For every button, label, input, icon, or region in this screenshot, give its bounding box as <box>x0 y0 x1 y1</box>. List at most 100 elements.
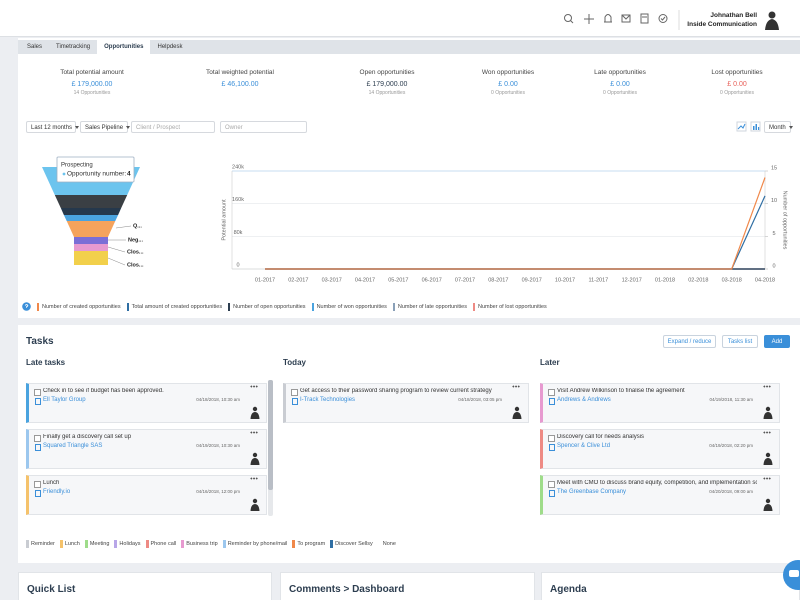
funnel-segment[interactable] <box>60 208 122 215</box>
user-block: Johnathan Bell Inside Communication <box>640 11 757 29</box>
task-menu[interactable] <box>250 477 258 480</box>
task-date: 04/19/2018, 10:30 am <box>196 443 240 448</box>
funnel-segment[interactable] <box>74 244 108 251</box>
client-input[interactable]: Client / Prospect <box>131 121 215 133</box>
task-legend: Reminder Lunch Meeting Holidays Phone call Bu… <box>26 540 396 548</box>
legend-item[interactable]: To program <box>292 540 325 548</box>
y-tick-label: 160k <box>232 197 244 203</box>
task-company[interactable]: Friendly.io <box>43 489 71 495</box>
add-icon[interactable] <box>584 14 594 24</box>
x-tick-label: 04-2018 <box>755 277 775 283</box>
funnel-segment[interactable] <box>74 251 108 265</box>
user-name[interactable]: Johnathan Bell <box>710 12 757 19</box>
owner-input[interactable]: Owner <box>220 121 307 133</box>
mail-icon[interactable] <box>621 14 631 23</box>
legend-item[interactable]: Meeting <box>84 540 109 548</box>
task-card[interactable]: Finally get a discovery call set up Squar… <box>26 429 267 469</box>
legend-item[interactable]: Discover Sellsy <box>330 540 373 548</box>
funnel-segment[interactable] <box>54 195 128 208</box>
legend-item[interactable]: Lunch <box>59 540 80 548</box>
legend-item[interactable]: Business trip <box>181 540 218 548</box>
task-checkbox[interactable] <box>34 389 41 396</box>
interval-filter[interactable]: Month <box>764 121 793 133</box>
tab[interactable]: Opportunities <box>97 40 151 54</box>
task-checkbox[interactable] <box>34 435 41 442</box>
line-chart-button[interactable] <box>736 121 747 132</box>
company-icon <box>35 490 41 497</box>
task-button[interactable]: Expand / reduce <box>663 335 716 348</box>
bar-chart-button[interactable] <box>750 121 761 132</box>
funnel: Prospecting Opportunity number: 4 <box>42 156 140 266</box>
task-card[interactable]: Discovery call for needs analysis Spencer… <box>540 429 780 469</box>
legend-item[interactable]: None <box>377 540 396 548</box>
task-company[interactable]: Squared Triangle SAS <box>43 443 103 449</box>
task-company[interactable]: Ell Taylor Group <box>43 397 86 403</box>
task-menu[interactable] <box>763 431 771 434</box>
tooltip-marker <box>62 172 66 176</box>
task-checkbox[interactable] <box>548 481 555 488</box>
legend-item[interactable]: Holidays <box>114 540 141 548</box>
funnel-segment[interactable] <box>66 221 116 237</box>
legend-item[interactable]: Number of lost opportunities <box>472 302 547 311</box>
task-menu[interactable] <box>250 385 258 388</box>
check-icon[interactable] <box>658 14 668 23</box>
kpi: Late opportunities £ 0.00 0 Opportunities <box>560 68 680 97</box>
period-filter[interactable]: Last 12 months <box>26 121 80 133</box>
task-menu[interactable] <box>763 385 771 388</box>
task-checkbox[interactable] <box>548 389 555 396</box>
legend-item[interactable]: Number of open opportunities <box>228 302 306 311</box>
legend-text: Discover Sellsy <box>335 541 373 547</box>
task-button[interactable]: Add <box>764 335 790 348</box>
kpi-sub: 0 Opportunities <box>491 90 525 96</box>
legend-item[interactable]: Phone call <box>145 540 176 548</box>
task-checkbox[interactable] <box>548 435 555 442</box>
task-company[interactable]: I-Track Technologies <box>300 397 356 403</box>
legend-item[interactable]: Number of late opportunities <box>392 302 467 311</box>
calculator-icon[interactable] <box>640 13 649 24</box>
task-company[interactable]: The Greenbase Company <box>557 489 627 495</box>
notification-icon[interactable] <box>604 14 612 23</box>
y-tick-label: 240k <box>232 164 244 170</box>
kpi-label: Won opportunities <box>481 69 535 76</box>
task-company[interactable]: Spencer & Clive Ltd <box>557 443 611 449</box>
task-card[interactable]: Check in to see if budget has been appro… <box>26 383 267 423</box>
legend-item[interactable]: Number of won opportunities <box>311 302 387 311</box>
search-icon[interactable] <box>564 14 574 24</box>
funnel-segment[interactable] <box>63 215 119 221</box>
user-avatar[interactable] <box>765 11 779 31</box>
task-card[interactable]: Visit Andrew Wilkinson to finalise the a… <box>540 383 780 423</box>
kpi: Total potential amount £ 179,000.00 14 Opp… <box>32 68 152 97</box>
kpi-sub: 0 Opportunities <box>720 90 754 96</box>
legend-text: Holidays <box>119 541 141 547</box>
funnel-segment[interactable] <box>74 237 108 244</box>
kpi-value: £ 179,000.00 <box>366 81 408 88</box>
pipeline-filter[interactable]: Sales Pipeline <box>80 121 131 133</box>
task-date: 04/19/2018, 02:20 pm <box>709 443 753 448</box>
task-checkbox[interactable] <box>34 481 41 488</box>
scrollbar-thumb[interactable] <box>268 380 273 490</box>
task-date: 04/18/2018, 10:30 am <box>196 397 240 402</box>
y-axis-label: Potential amount <box>221 199 227 241</box>
task-button[interactable]: Tasks list <box>722 335 758 348</box>
task-card[interactable]: Meet with CMO to discuss brand equity, c… <box>540 475 780 515</box>
help-icon[interactable] <box>22 302 31 311</box>
task-menu[interactable] <box>512 385 520 388</box>
legend-item[interactable]: Number of created opportunities <box>37 302 121 311</box>
task-checkbox[interactable] <box>291 389 298 396</box>
legend-item[interactable]: Reminder <box>26 540 55 548</box>
task-menu[interactable] <box>763 477 771 480</box>
x-tick-label: 02-2018 <box>688 277 708 283</box>
tooltip-label: Opportunity number: <box>67 171 126 178</box>
legend-item[interactable]: Reminder by phone/mail <box>222 540 287 548</box>
legend-item[interactable]: Total amount of created opportunities <box>126 302 222 311</box>
task-card[interactable]: Get access to their password sharing pro… <box>283 383 529 423</box>
scrollbar-track <box>268 380 273 516</box>
tab[interactable]: Sales <box>27 44 43 50</box>
tab[interactable]: Helpdesk <box>157 44 183 50</box>
tab[interactable]: Timetracking <box>56 44 91 50</box>
chat-button[interactable] <box>780 558 800 592</box>
task-menu[interactable] <box>250 431 258 434</box>
task-company[interactable]: Andrews & Andrews <box>557 397 611 403</box>
task-card[interactable]: Lunch Friendly.io 04/16/2018, 12:00 pm <box>26 475 267 515</box>
